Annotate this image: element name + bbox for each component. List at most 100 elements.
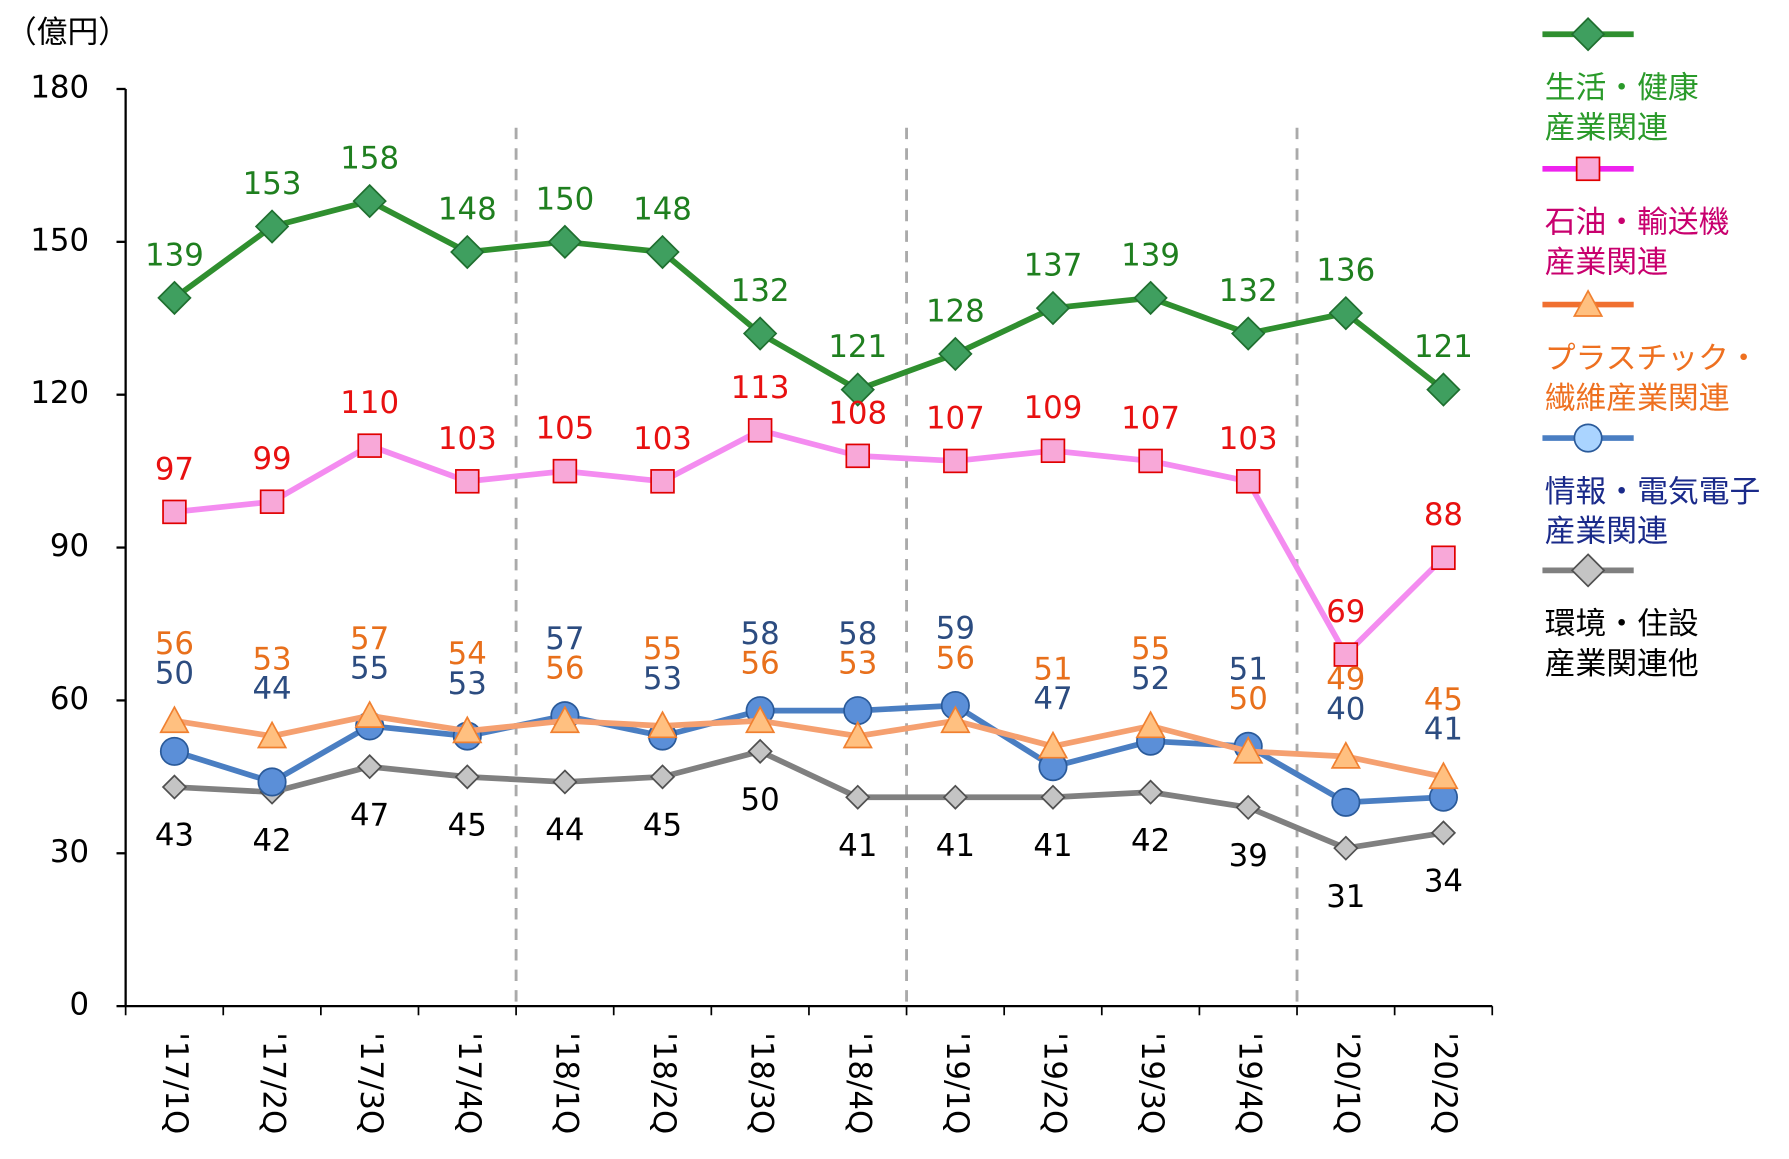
data-point bbox=[552, 769, 578, 795]
data-label: 52 bbox=[1131, 661, 1170, 697]
x-tick-label: '17/1Q bbox=[158, 1032, 194, 1134]
data-label: 50 bbox=[741, 782, 780, 818]
x-tick-label: '20/2Q bbox=[1427, 1032, 1463, 1134]
data-label: 137 bbox=[1024, 248, 1083, 284]
legend-line-text: 繊維産業関連 bbox=[1545, 380, 1730, 416]
data-label: 39 bbox=[1229, 838, 1268, 874]
data-label: 105 bbox=[536, 411, 595, 447]
data-label: 41 bbox=[1424, 712, 1463, 748]
data-point bbox=[549, 705, 581, 734]
data-point bbox=[259, 489, 285, 514]
data-label: 148 bbox=[438, 191, 497, 227]
data-label: 107 bbox=[926, 400, 985, 436]
legend-line-text: 情報・電気電子 bbox=[1545, 473, 1761, 509]
x-tick-label: '17/2Q bbox=[256, 1032, 292, 1134]
x-tick-label: '19/1Q bbox=[939, 1032, 975, 1134]
data-point bbox=[1333, 642, 1359, 667]
legend-line-text: 石油・輸送機 bbox=[1545, 204, 1730, 240]
legend-label: プラスチック・繊維産業関連 bbox=[1545, 340, 1759, 416]
data-label: 51 bbox=[1229, 651, 1268, 687]
data-label: 47 bbox=[350, 797, 389, 833]
data-label: 55 bbox=[350, 651, 389, 687]
data-point bbox=[1040, 438, 1066, 464]
data-point bbox=[552, 458, 578, 484]
y-tick-label: 30 bbox=[50, 834, 89, 870]
data-point bbox=[1138, 448, 1163, 474]
legend-item: プラスチック・繊維産業関連 bbox=[1542, 289, 1759, 416]
data-label: 34 bbox=[1424, 864, 1463, 900]
x-tick-label: '19/2Q bbox=[1036, 1032, 1072, 1134]
data-label: 121 bbox=[1414, 329, 1473, 365]
data-label: 45 bbox=[643, 808, 682, 844]
data-point bbox=[1431, 545, 1456, 571]
data-point bbox=[254, 209, 290, 244]
data-label: 47 bbox=[1033, 681, 1072, 717]
data-point bbox=[1428, 761, 1459, 790]
legend-marker bbox=[1573, 423, 1603, 453]
data-label: 56 bbox=[545, 651, 584, 687]
legend-label: 環境・住設産業関連他 bbox=[1545, 606, 1699, 682]
data-label: 139 bbox=[145, 237, 204, 273]
data-point bbox=[452, 715, 483, 744]
legend-label: 生活・健康産業関連 bbox=[1545, 69, 1699, 145]
data-label: 57 bbox=[350, 621, 389, 657]
data-label: 53 bbox=[448, 666, 487, 702]
x-tick-label: '17/3Q bbox=[353, 1032, 389, 1134]
data-point bbox=[450, 234, 485, 270]
legend-marker bbox=[1575, 156, 1601, 182]
data-point bbox=[645, 234, 680, 270]
data-point bbox=[1235, 794, 1261, 821]
data-point bbox=[943, 448, 968, 474]
data-point bbox=[1231, 316, 1266, 351]
data-label: 121 bbox=[828, 329, 887, 365]
legend-line-text: 生活・健康 bbox=[1545, 69, 1699, 105]
data-label: 42 bbox=[252, 823, 291, 859]
data-point bbox=[940, 705, 971, 734]
unit-label: （億円） bbox=[6, 15, 129, 51]
data-label: 58 bbox=[838, 616, 877, 652]
data-point bbox=[1235, 469, 1261, 494]
data-label: 50 bbox=[155, 656, 194, 692]
data-point bbox=[1035, 290, 1071, 326]
data-label: 42 bbox=[1131, 823, 1170, 859]
data-label: 53 bbox=[252, 641, 291, 677]
x-tick-label: '19/3Q bbox=[1134, 1032, 1170, 1134]
data-point bbox=[454, 764, 480, 790]
x-tick-label: '20/1Q bbox=[1329, 1032, 1365, 1134]
legend-marker bbox=[1570, 553, 1606, 588]
data-point bbox=[1328, 295, 1364, 331]
data-label: 41 bbox=[838, 828, 877, 864]
data-point bbox=[1233, 735, 1264, 764]
data-label: 103 bbox=[438, 421, 497, 457]
data-point bbox=[161, 774, 188, 800]
data-label: 150 bbox=[536, 181, 595, 217]
data-label: 43 bbox=[155, 818, 194, 854]
legend-label: 情報・電気電子産業関連 bbox=[1545, 473, 1761, 549]
data-label: 158 bbox=[340, 141, 399, 177]
data-point bbox=[1133, 280, 1168, 316]
data-point bbox=[942, 784, 968, 810]
legend-item: 石油・輸送機産業関連 bbox=[1542, 156, 1730, 280]
data-point bbox=[256, 720, 288, 749]
data-point bbox=[357, 433, 382, 458]
series-line bbox=[174, 712, 1445, 780]
data-point bbox=[257, 767, 287, 797]
data-label: 107 bbox=[1121, 400, 1180, 436]
data-point bbox=[840, 372, 875, 407]
data-point bbox=[745, 705, 776, 734]
data-label: 41 bbox=[936, 828, 975, 864]
data-point bbox=[1333, 835, 1359, 861]
legend-line-text: プラスチック・ bbox=[1545, 340, 1759, 376]
data-label: 55 bbox=[643, 631, 682, 667]
legend-line-text: 環境・住設 bbox=[1545, 606, 1699, 642]
data-label: 108 bbox=[828, 395, 887, 431]
data-label: 139 bbox=[1121, 237, 1180, 273]
data-point bbox=[1135, 710, 1166, 739]
data-label: 44 bbox=[545, 813, 584, 849]
data-point bbox=[1137, 779, 1164, 805]
data-label: 132 bbox=[731, 273, 790, 309]
data-label: 56 bbox=[155, 626, 194, 662]
data-label: 41 bbox=[1033, 828, 1072, 864]
data-point bbox=[845, 443, 871, 469]
data-label: 56 bbox=[741, 645, 780, 681]
